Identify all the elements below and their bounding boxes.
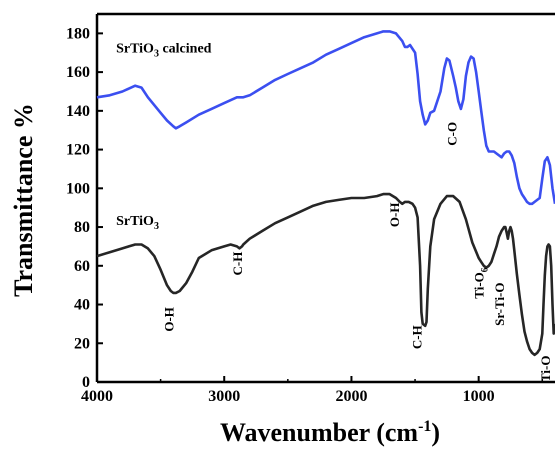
- series-lines: [96, 30, 555, 357]
- y-tick-label: 120: [66, 142, 90, 159]
- peak-annotation: Ti-O6: [472, 267, 490, 299]
- y-tick-label: 140: [66, 103, 90, 120]
- series-line-1: [96, 192, 555, 357]
- peak-annotation: O-H: [387, 202, 402, 227]
- y-axis-title: Transmittance %: [9, 103, 38, 297]
- y-tick-label: 0: [82, 374, 90, 391]
- series-line-0: [96, 30, 555, 206]
- x-tick-label: 2000: [335, 388, 367, 405]
- peak-annotation: Sr-Ti-O: [492, 282, 507, 325]
- y-tick-label: 20: [74, 335, 90, 352]
- y-tick-label: 40: [74, 297, 90, 314]
- y-tick-label: 80: [74, 219, 90, 236]
- series-label-1: SrTiO3: [116, 214, 159, 232]
- peak-annotation: O-H: [161, 307, 176, 332]
- y-tick-label: 180: [66, 25, 90, 42]
- y-tick-label: 160: [66, 64, 90, 81]
- y-axis-ticks: 0 20 40 60 80 100 120 140 160 180: [66, 25, 103, 391]
- y-tick-label: 100: [66, 180, 90, 197]
- peak-annotation: Ti-O: [538, 356, 553, 383]
- series-labels: SrTiO3 calcined SrTiO3: [116, 42, 212, 232]
- x-axis-ticks: 4000 3000 2000 1000: [81, 376, 544, 405]
- x-tick-label: 4000: [81, 388, 113, 405]
- y-tick-label: 60: [74, 258, 90, 275]
- series-label-0: SrTiO3 calcined: [116, 42, 212, 60]
- peak-annotation: C-O: [444, 122, 459, 146]
- x-axis-title: Wavenumber (cm-1): [220, 418, 440, 447]
- x-tick-label: 3000: [208, 388, 240, 405]
- peak-annotation: C-H: [409, 325, 424, 349]
- peak-annotation: C-H: [230, 252, 245, 276]
- x-tick-label: 1000: [463, 388, 495, 405]
